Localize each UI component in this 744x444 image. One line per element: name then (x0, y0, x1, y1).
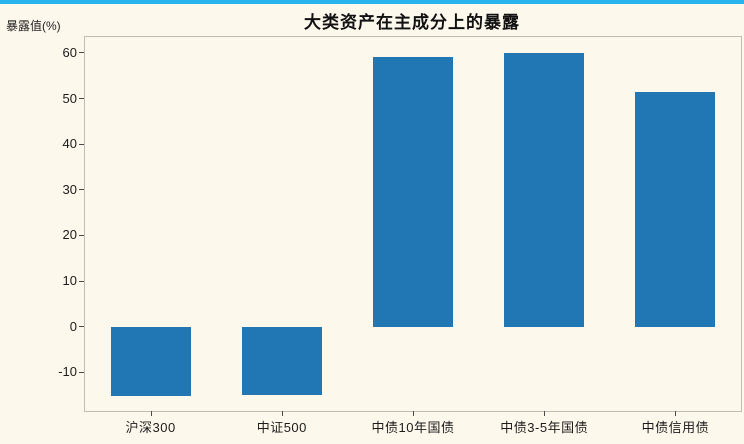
bar (504, 53, 585, 327)
y-tick-label: 60 (62, 44, 77, 60)
plot-area: -10 0 10 20 30 40 50 60 沪深300 中证500 中债10年国债 中债3-5年国… (58, 36, 742, 435)
y-tick-label: -10 (58, 364, 77, 380)
x-tick-label: 中债信用债 (641, 420, 710, 435)
y-tick-label: 0 (69, 318, 77, 334)
y-tick-mark (79, 98, 84, 100)
bar (373, 56, 453, 327)
y-tick-mark (79, 234, 84, 236)
x-tick-label: 中债10年国债 (371, 420, 455, 435)
y-tick-mark (79, 326, 84, 328)
y-tick-label: 30 (62, 181, 77, 197)
x-tick-label: 中证500 (256, 420, 307, 435)
x-tick-label: 沪深300 (125, 420, 176, 435)
y-tick-mark (79, 280, 84, 282)
y-tick-mark (79, 52, 84, 54)
y-tick-mark (79, 143, 84, 145)
bar (635, 91, 716, 327)
x-tick-mark (675, 411, 677, 416)
x-tick-mark (150, 411, 152, 416)
bar (110, 326, 191, 397)
y-tick-mark (79, 189, 84, 191)
chart-title: 大类资产在主成分上的暴露 (304, 13, 520, 32)
y-tick-label: 40 (62, 136, 77, 152)
x-tick-mark (544, 411, 546, 416)
bar (241, 326, 322, 396)
x-tick-mark (413, 411, 414, 416)
y-tick-label: 10 (62, 273, 77, 288)
y-tick-label: 20 (62, 227, 77, 243)
x-tick-mark (281, 411, 283, 416)
y-axis-label: 暴露值(%) (6, 19, 61, 33)
top-accent-stripe (0, 0, 744, 4)
y-tick-label: 50 (62, 90, 77, 106)
x-tick-label: 中债3-5年国债 (500, 420, 589, 435)
y-tick-mark (79, 371, 84, 373)
